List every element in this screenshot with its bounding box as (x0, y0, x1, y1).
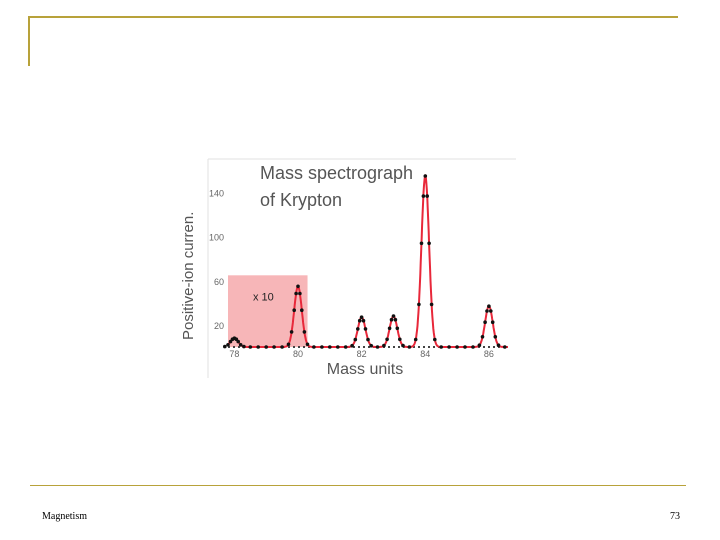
data-point-kr-86 (477, 343, 482, 347)
baseline-point (407, 345, 412, 349)
baseline-point (439, 345, 444, 349)
data-point-kr-78 (223, 344, 227, 349)
data-point-kr-83 (387, 326, 392, 331)
data-point-kr-82 (366, 337, 370, 342)
scale-factor-label: x 10 (253, 291, 274, 303)
y-tick-label: 100 (209, 233, 224, 243)
data-point-kr-86 (483, 320, 487, 324)
page-number: 73 (670, 511, 680, 522)
baseline-point (343, 345, 348, 349)
data-point-kr-82 (369, 343, 373, 348)
y-tick-label: 20 (214, 321, 224, 331)
baseline-point (264, 345, 268, 349)
data-point-kr-82 (359, 315, 364, 319)
x-tick-label: 86 (484, 349, 494, 359)
y-tick-labels: 20 60 100 140 (209, 189, 224, 331)
baseline-point (312, 345, 316, 349)
data-point-kr-84 (425, 194, 429, 198)
data-point-kr-84 (421, 194, 426, 198)
footer-title: Magnetism (42, 511, 87, 522)
y-tick-label: 140 (209, 189, 224, 199)
baseline-point (455, 345, 459, 349)
data-point-kr-82 (361, 318, 366, 323)
chart-title-line1: Mass spectrograph (260, 163, 413, 183)
data-point-kr-80 (294, 291, 298, 296)
y-axis-label: Positive-ion curren. (180, 212, 197, 340)
data-markers (223, 174, 507, 349)
x-tick-label: 78 (229, 349, 239, 359)
baseline-point (320, 345, 324, 349)
data-point-kr-80 (286, 342, 291, 347)
data-point-kr-83 (391, 314, 396, 318)
data-point-kr-84 (427, 241, 431, 246)
data-point-kr-82 (350, 343, 354, 348)
top-border-rule (30, 16, 678, 18)
data-point-kr-78 (228, 339, 233, 344)
x-axis-label: Mass units (327, 361, 403, 378)
data-point-kr-86 (490, 320, 495, 324)
baseline-point (328, 345, 332, 349)
x-tick-label: 84 (420, 349, 430, 359)
data-point-kr-80 (300, 308, 304, 312)
baseline-point (336, 345, 340, 349)
data-point-kr-82 (356, 327, 360, 331)
baseline-point (256, 345, 260, 349)
data-point-kr-78 (226, 343, 230, 347)
data-point-kr-82 (353, 337, 358, 342)
data-point-kr-86 (480, 335, 485, 339)
data-point-kr-86 (485, 309, 489, 313)
data-point-kr-78 (238, 343, 243, 347)
y-tick-label: 60 (214, 277, 224, 287)
data-point-kr-80 (296, 284, 300, 289)
data-point-kr-83 (389, 317, 394, 322)
data-point-kr-86 (496, 343, 501, 347)
baseline-point (375, 345, 380, 349)
data-point-kr-84 (429, 302, 434, 307)
bottom-border-rule (30, 485, 686, 486)
data-point-kr-80 (289, 330, 294, 334)
data-point-kr-78 (236, 339, 240, 344)
baseline-point (503, 345, 507, 349)
baseline-point (447, 345, 451, 349)
data-point-kr-84 (413, 337, 418, 342)
x-tick-label: 80 (293, 349, 303, 359)
data-point-kr-83 (385, 337, 389, 342)
data-point-kr-83 (401, 343, 405, 348)
data-point-kr-78 (234, 337, 239, 341)
x-tick-label: 82 (357, 349, 367, 359)
data-point-kr-80 (298, 291, 302, 296)
data-point-kr-80 (305, 342, 310, 347)
data-point-kr-84 (423, 174, 428, 178)
data-point-kr-83 (395, 326, 400, 331)
baseline-point (463, 345, 467, 349)
data-point-kr-80 (292, 308, 296, 312)
data-point-kr-84 (419, 241, 424, 246)
mass-spectrograph-chart: x 10 Mass spectrograph of Krypton Positi… (180, 150, 520, 385)
data-point-kr-84 (417, 302, 421, 307)
x-tick-labels: 78 80 82 84 86 (229, 349, 494, 359)
baseline-point (471, 345, 475, 349)
chart-title-line2: of Krypton (260, 190, 342, 210)
data-point-kr-86 (493, 335, 498, 339)
data-point-kr-82 (363, 327, 368, 331)
data-point-kr-80 (302, 330, 307, 334)
data-point-kr-83 (393, 317, 398, 322)
baseline-point (280, 345, 284, 349)
data-point-kr-86 (489, 309, 493, 313)
data-point-kr-78 (242, 344, 246, 349)
data-point-kr-83 (382, 343, 386, 348)
data-point-kr-82 (357, 318, 362, 323)
baseline-point (272, 345, 276, 349)
data-point-kr-84 (433, 337, 437, 342)
data-point-kr-83 (398, 337, 402, 342)
data-point-kr-86 (487, 304, 491, 308)
left-border-rule (28, 16, 30, 66)
baseline-point (248, 345, 253, 349)
